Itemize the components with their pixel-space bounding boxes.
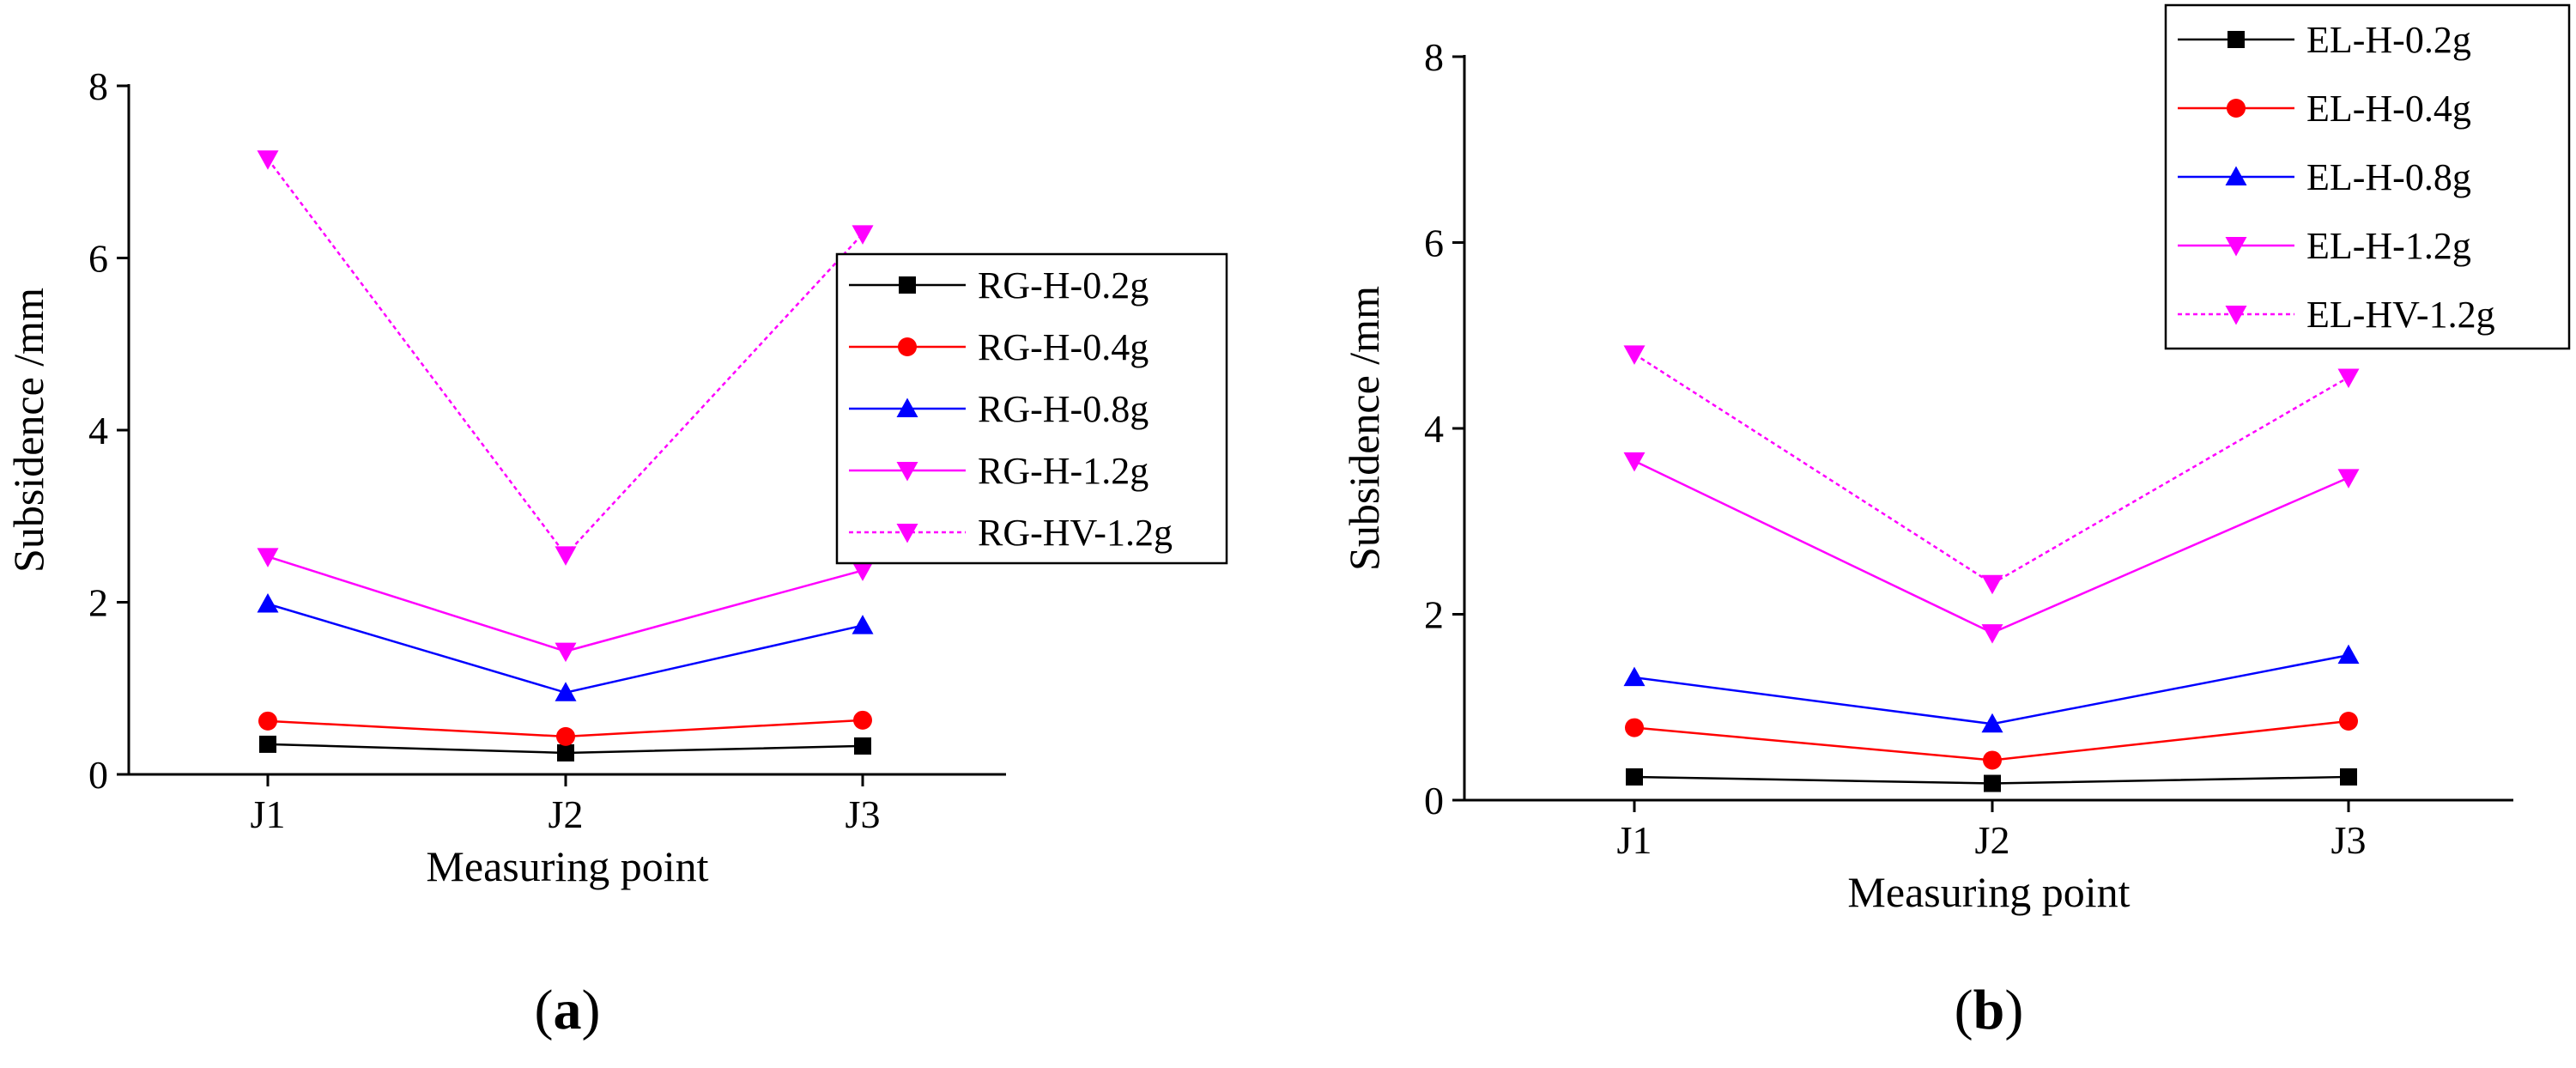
y-tick-label: 0: [88, 753, 108, 797]
y-tick-label: 6: [88, 237, 108, 281]
data-point-RG-H-0.2g-J1: [259, 735, 276, 753]
data-point-RG-H-1.2g-J3: [852, 561, 874, 581]
data-point-EL-HV-1.2g-J1: [1623, 345, 1646, 365]
legend-label-EL-H-1.2g: EL-H-1.2g: [2306, 225, 2471, 267]
legend-label-EL-H-0.8g: EL-H-0.8g: [2306, 156, 2471, 198]
y-tick-label: 2: [1424, 593, 1444, 637]
x-tick-label: J2: [549, 792, 584, 836]
series-RG-H-0.8g: [257, 593, 874, 701]
data-point-EL-HV-1.2g-J2: [1981, 574, 2003, 595]
legend-label-RG-H-0.2g: RG-H-0.2g: [978, 264, 1149, 306]
data-point-RG-H-0.8g-J2: [555, 682, 577, 701]
data-point-EL-H-0.4g-J1: [1625, 718, 1644, 737]
legend-marker-EL-H-0.4g: [2227, 99, 2246, 118]
series-line-RG-H-1.2g: [267, 555, 864, 652]
data-point-EL-H-1.2g-J1: [1623, 452, 1646, 472]
data-point-RG-H-0.2g-J2: [557, 743, 574, 762]
data-point-RG-H-0.4g-J3: [853, 710, 872, 730]
series-line-EL-H-1.2g: [1633, 459, 2349, 634]
data-point-EL-H-0.4g-J2: [1983, 750, 2002, 770]
data-point-EL-H-1.2g-J2: [1981, 624, 2003, 644]
data-point-RG-H-0.8g-J3: [852, 615, 874, 634]
data-point-EL-H-0.2g-J3: [2340, 768, 2357, 786]
data-point-EL-H-0.2g-J2: [1984, 774, 2001, 792]
series-EL-H-0.2g: [1626, 768, 2357, 792]
data-point-EL-H-0.4g-J3: [2339, 711, 2358, 731]
y-axis-title: Subsidence /mm: [4, 288, 52, 573]
y-tick-label: 4: [88, 409, 108, 452]
y-tick-label: 8: [1424, 35, 1444, 79]
series-RG-H-1.2g: [257, 548, 874, 663]
chart-panel-a: 0 2 4 6 8 J1 J2 J3 Measuring point Subsidence /mm…: [4, 64, 1228, 1041]
x-tick-label: J1: [1617, 818, 1652, 862]
legend-marker-EL-H-0.2g: [2227, 31, 2245, 48]
data-point-RG-H-1.2g-J1: [257, 548, 279, 567]
legend-label-EL-H-0.4g: EL-H-0.4g: [2306, 88, 2471, 130]
chart-panel-b: 0 2 4 6 8 J1 J2 J3 Measuring point Subsidence /mm…: [1340, 3, 2571, 1041]
legend-label-RG-H-1.2g: RG-H-1.2g: [978, 450, 1149, 492]
legend-label-EL-H-0.2g: EL-H-0.2g: [2306, 19, 2471, 61]
data-point-RG-H-1.2g-J2: [555, 642, 577, 663]
legend-marker-EL-H-0.8g: [2225, 166, 2247, 185]
x-tick-label: J3: [846, 792, 881, 836]
series-EL-HV-1.2g: [1623, 345, 2360, 595]
panel-label-a: (a): [535, 979, 601, 1041]
data-point-EL-H-0.2g-J1: [1626, 768, 1643, 786]
series-line-EL-H-0.8g: [1633, 653, 2349, 725]
data-point-RG-HV-1.2g-J1: [257, 150, 279, 170]
series-RG-HV-1.2g: [257, 150, 874, 566]
data-point-EL-H-0.8g-J1: [1623, 666, 1646, 687]
legend-marker-RG-HV-1.2g: [896, 524, 918, 543]
data-point-RG-H-0.4g-J1: [258, 711, 277, 731]
series-EL-H-0.8g: [1623, 644, 2360, 733]
legend: RG-H-0.2g RG-H-0.4g RG-H-0.8g RG-H-1.2g RG-H…: [835, 252, 1228, 565]
y-tick-label: 4: [1424, 407, 1444, 451]
legend-label-RG-H-0.8g: RG-H-0.8g: [978, 388, 1149, 430]
series-EL-H-1.2g: [1623, 452, 2360, 644]
x-tick-label: J3: [2331, 818, 2367, 862]
data-point-RG-HV-1.2g-J3: [852, 225, 874, 245]
legend-label-RG-HV-1.2g: RG-HV-1.2g: [978, 512, 1173, 554]
x-tick-label: J1: [251, 792, 286, 836]
series-EL-H-0.4g: [1625, 711, 2358, 770]
data-point-EL-H-0.8g-J3: [2337, 644, 2360, 664]
series-line-RG-HV-1.2g: [267, 158, 864, 557]
data-point-EL-H-0.8g-J2: [1981, 713, 2003, 733]
legend: EL-H-0.2g EL-H-0.4g EL-H-0.8g EL-H-1.2g EL-H…: [2164, 3, 2571, 350]
x-axis-title: Measuring point: [426, 842, 708, 890]
y-axis-title: Subsidence /mm: [1340, 286, 1388, 571]
series-RG-H-0.4g: [258, 710, 872, 746]
legend-label-RG-H-0.4g: RG-H-0.4g: [978, 326, 1149, 368]
x-tick-label: J2: [1975, 818, 2010, 862]
y-tick-label: 8: [88, 64, 108, 108]
legend-marker-EL-HV-1.2g: [2225, 306, 2247, 325]
y-tick-label: 2: [88, 581, 108, 625]
data-point-EL-H-1.2g-J3: [2337, 469, 2360, 488]
legend-label-EL-HV-1.2g: EL-HV-1.2g: [2306, 294, 2495, 336]
series-line-EL-HV-1.2g: [1633, 353, 2349, 586]
panel-label-b: (b): [1955, 979, 2024, 1041]
legend-marker-RG-H-1.2g: [896, 462, 918, 482]
data-point-RG-H-0.2g-J3: [854, 737, 871, 755]
legend-marker-EL-H-1.2g: [2225, 237, 2247, 257]
legend-marker-RG-H-0.8g: [896, 397, 918, 417]
y-tick-label: 6: [1424, 221, 1444, 265]
data-point-RG-H-0.8g-J1: [257, 593, 279, 613]
data-point-RG-H-0.4g-J2: [556, 726, 575, 746]
y-tick-label: 0: [1424, 779, 1444, 822]
legend-marker-RG-H-0.2g: [899, 276, 916, 294]
legend-marker-RG-H-0.4g: [898, 337, 917, 356]
x-axis-title: Measuring point: [1847, 868, 2130, 916]
data-point-RG-HV-1.2g-J2: [555, 546, 577, 566]
data-point-EL-HV-1.2g-J3: [2337, 368, 2360, 388]
series-RG-H-0.2g: [259, 735, 871, 762]
